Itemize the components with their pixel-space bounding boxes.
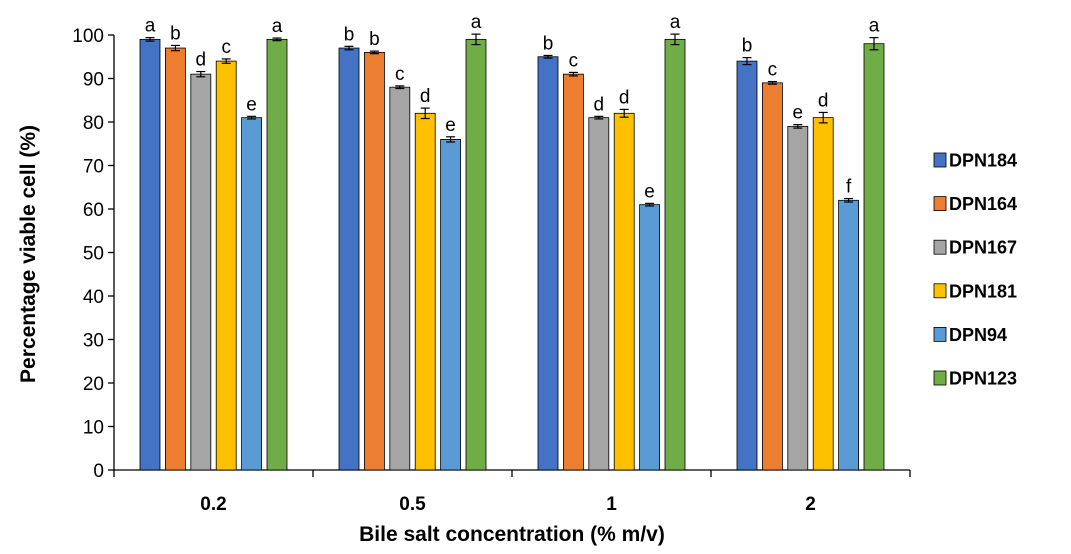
significance-letter: c: [768, 60, 778, 81]
significance-letter: b: [170, 23, 181, 44]
y-tick-label: 70: [83, 157, 104, 178]
bar-dpn167: [588, 117, 610, 471]
significance-letter: e: [445, 115, 456, 136]
significance-letter: c: [395, 64, 405, 85]
x-category-label: 2: [805, 494, 816, 515]
bar-dpn164: [164, 47, 186, 471]
y-tick-label: 30: [83, 331, 104, 352]
legend-swatch-dpn94: [933, 326, 947, 342]
legend-label-dpn123: DPN123: [949, 369, 1017, 389]
legend-swatch-dpn184: [933, 152, 947, 168]
bar-dpn123: [465, 38, 487, 471]
legend-label-dpn181: DPN181: [949, 281, 1017, 301]
bar-dpn123: [664, 38, 686, 471]
x-category-label: 0.5: [399, 494, 426, 515]
x-category-label: 1: [606, 494, 617, 515]
y-tick-label: 20: [83, 374, 104, 395]
significance-letter: d: [196, 50, 207, 71]
significance-letter: b: [369, 29, 380, 50]
significance-letter: a: [272, 16, 283, 37]
y-tick-label: 40: [83, 287, 104, 308]
y-tick-label: 90: [83, 70, 104, 91]
significance-letter: a: [670, 12, 681, 33]
bar-dpn94: [440, 138, 462, 471]
significance-letter: e: [246, 94, 257, 115]
bar-dpn181: [414, 112, 436, 471]
y-tick-label: 0: [93, 461, 104, 482]
bar-dpn184: [537, 56, 559, 471]
significance-letter: c: [221, 37, 231, 58]
significance-letter: d: [420, 86, 431, 107]
significance-letter: c: [569, 50, 579, 71]
significance-letter: e: [793, 103, 804, 124]
bar-dpn164: [363, 52, 385, 471]
legend-label-dpn164: DPN164: [949, 194, 1017, 214]
bar-dpn184: [338, 47, 360, 471]
bar-dpn94: [241, 117, 263, 471]
bar-dpn181: [812, 117, 834, 471]
bar-dpn181: [613, 112, 635, 471]
significance-letter: a: [145, 16, 156, 37]
bar-dpn184: [736, 60, 758, 471]
significance-letter: a: [869, 16, 880, 37]
bar-dpn123: [266, 38, 288, 471]
y-tick-label: 100: [72, 26, 104, 47]
significance-letter: d: [594, 94, 605, 115]
x-axis: 0.2 0.5 1 2: [113, 469, 911, 515]
significance-letter: d: [619, 87, 630, 108]
bars: [139, 33, 885, 471]
bar-dpn94: [838, 199, 859, 471]
bar-dpn184: [139, 38, 161, 471]
bar-dpn94: [639, 204, 660, 471]
bar-dpn167: [389, 86, 411, 471]
y-tick-label: 60: [83, 200, 104, 221]
bar-dpn164: [563, 73, 584, 471]
y-tick-label: 10: [83, 418, 104, 439]
x-axis-title: Bile salt concentration (% m/v): [359, 523, 665, 546]
bar-dpn167: [787, 125, 809, 471]
significance-letter: a: [471, 12, 482, 33]
legend-swatch-dpn167: [933, 239, 947, 255]
legend-swatch-dpn123: [933, 370, 947, 386]
legend-label-dpn167: DPN167: [949, 238, 1017, 258]
bar-dpn164: [762, 82, 783, 471]
significance-letter: b: [742, 36, 753, 57]
significance-letter: f: [846, 177, 852, 198]
y-axis-title: Percentage viable cell (%): [17, 125, 40, 383]
significance-letter: e: [644, 181, 655, 202]
significance-letter: b: [543, 33, 554, 54]
bar-dpn181: [215, 60, 237, 471]
bar-dpn123: [863, 43, 885, 471]
legend-label-dpn94: DPN94: [949, 325, 1007, 345]
y-tick-label: 80: [83, 113, 104, 134]
legend-swatch-dpn181: [933, 283, 947, 299]
bar-dpn167: [190, 73, 212, 471]
legend-label-dpn184: DPN184: [949, 151, 1017, 171]
significance-letter: d: [818, 90, 829, 111]
legend: DPN184 DPN164 DPN167 DPN181 DPN94 DPN123: [933, 151, 1017, 389]
significance-letter: b: [344, 24, 355, 45]
y-tick-label: 50: [83, 244, 104, 265]
x-category-label: 0.2: [200, 494, 226, 515]
y-axis: 0 10 20 30 40 50 60 70 80 90 100: [72, 26, 115, 482]
legend-swatch-dpn164: [933, 196, 947, 212]
